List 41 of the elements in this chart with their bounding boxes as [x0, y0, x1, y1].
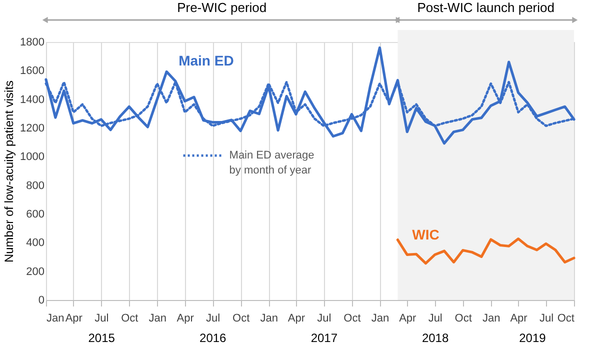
x-tick-label: Jul	[539, 312, 554, 324]
x-tick-label: Jan	[148, 312, 167, 324]
x-tick-label: Apr	[288, 312, 306, 324]
y-axis-title: Number of low-acuity patient visits	[2, 80, 16, 263]
x-tick-label: Jan	[371, 312, 390, 324]
text: 2016	[200, 331, 227, 345]
x-tick-label: Jul	[317, 312, 332, 324]
x-tick-label: Oct	[454, 312, 472, 324]
x-tick-label: Jul	[428, 312, 442, 324]
text: 2019	[519, 331, 546, 345]
y-tick-label: 1000	[20, 151, 44, 164]
x-tick-label: Oct	[344, 312, 361, 324]
y-tick-label: 1600	[20, 65, 44, 78]
legend-label: Main ED average by month of year	[229, 150, 314, 177]
x-tick-label: Jul	[206, 312, 220, 324]
y-tick-label: 800	[26, 180, 44, 192]
x-tick-label: Jul	[94, 312, 109, 324]
x-tick-label: Apr	[510, 312, 528, 324]
x-tick-label: Jan	[260, 312, 278, 324]
text: Pre-WIC period	[177, 0, 267, 15]
x-tick-label: Apr	[176, 312, 194, 324]
text: 2017	[310, 331, 338, 345]
x-tick-label: Apr	[399, 312, 417, 324]
x-tick-label: Oct	[232, 312, 250, 324]
text: 2018	[422, 331, 449, 345]
x-tick-label: Apr	[65, 312, 83, 324]
y-tick-label: 1200	[20, 122, 44, 134]
x-tick-label: Oct	[121, 312, 138, 324]
band-label: Post-WIC launch period	[417, 0, 554, 15]
y-tick-label: 0	[38, 294, 44, 306]
series-label: Main ED	[178, 52, 234, 69]
x-tick-label: Oct	[557, 312, 574, 324]
series-label: WIC	[412, 226, 440, 242]
text: 2015	[88, 331, 116, 345]
x-tick-label: Jan	[482, 312, 500, 324]
y-tick-label: 1400	[20, 94, 44, 106]
y-tick-label: 600	[26, 208, 44, 220]
y-tick-label: 1800	[20, 36, 44, 48]
y-tick-label: 200	[26, 266, 44, 278]
x-tick-label: Jan	[46, 312, 64, 324]
y-tick-label: 400	[26, 237, 44, 250]
